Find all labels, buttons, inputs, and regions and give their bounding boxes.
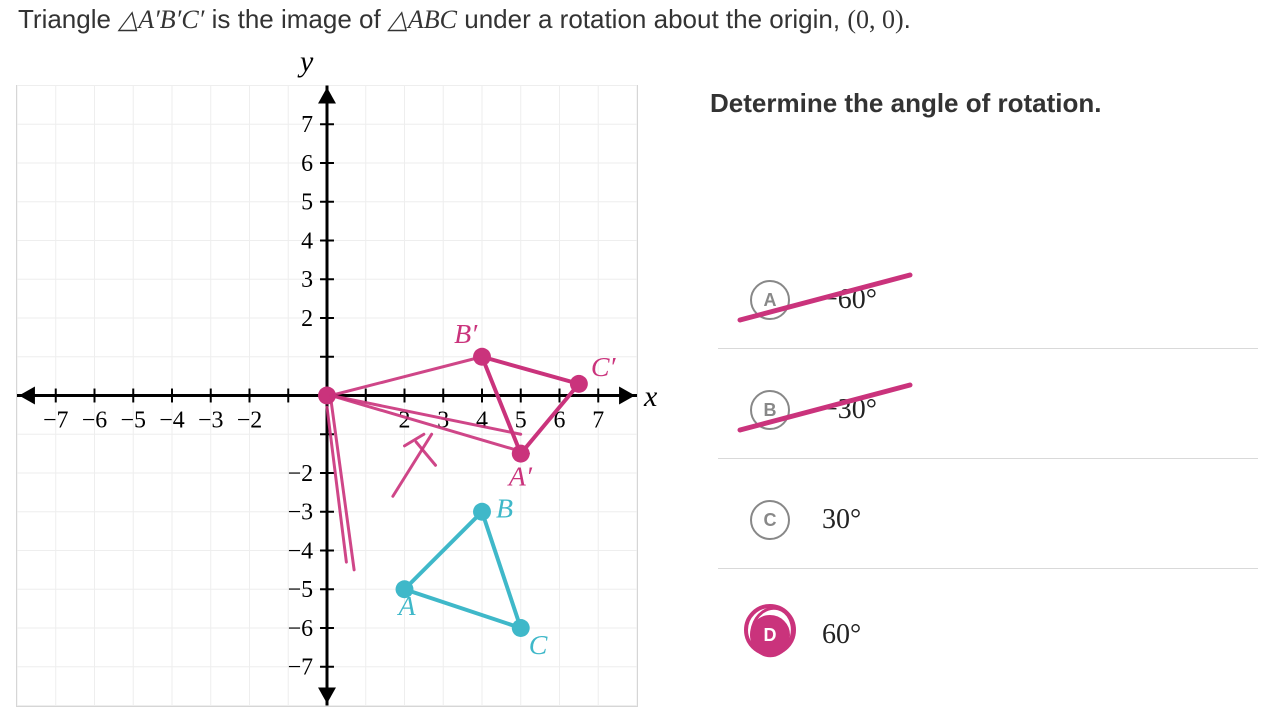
graph-svg-overlay: −7−6−5−4−3−2234567765432−2−3−4−5−6−7ABCA… [17,85,637,706]
option-C[interactable]: C 30° [750,495,861,545]
svg-text:−2: −2 [237,407,262,433]
option-divider [718,458,1258,459]
svg-text:7: 7 [301,112,313,138]
option-bubble-C[interactable]: C [750,500,790,540]
svg-text:C: C [529,630,548,661]
svg-text:−6: −6 [288,616,313,642]
option-bubble-A[interactable]: A [750,280,790,320]
svg-text:4: 4 [476,407,488,433]
svg-text:2: 2 [399,407,411,433]
svg-text:7: 7 [592,407,604,433]
svg-text:5: 5 [301,190,313,216]
svg-text:B: B [496,494,513,525]
coordinate-graph: −7−6−5−4−3−2234567765432−2−3−4−5−6−7ABCA… [16,85,638,707]
svg-text:5: 5 [515,407,527,433]
option-divider [718,348,1258,349]
option-bubble-B[interactable]: B [750,390,790,430]
svg-text:C′: C′ [591,352,617,383]
svg-text:A: A [397,591,417,622]
option-label-A: −60° [822,284,877,316]
svg-text:−6: −6 [82,407,107,433]
svg-text:6: 6 [301,151,313,177]
svg-text:B′: B′ [454,319,478,350]
svg-text:−2: −2 [288,461,313,487]
svg-text:−4: −4 [159,407,184,433]
svg-text:−7: −7 [43,407,68,433]
option-label-C: 30° [822,504,861,536]
prompt-period: . [904,4,911,34]
y-axis-label: y [300,45,313,79]
svg-text:A′: A′ [507,462,533,493]
option-divider [718,568,1258,569]
option-bubble-D[interactable]: D [750,615,790,655]
prompt-prefix: Triangle [18,4,118,34]
svg-text:−5: −5 [288,577,313,603]
svg-text:2: 2 [301,306,313,332]
problem-prompt: Triangle △A′B′C′ is the image of △ABC un… [18,4,911,35]
svg-text:4: 4 [301,228,313,254]
svg-text:−3: −3 [198,407,223,433]
option-A[interactable]: A −60° [750,275,877,325]
option-label-B: −30° [822,394,877,426]
triangle-abc-symbol: △ABC [388,5,457,34]
x-axis-label: x [644,380,657,414]
question-title: Determine the angle of rotation. [710,88,1102,119]
svg-text:6: 6 [554,407,566,433]
triangle-prime-symbol: △A′B′C′ [118,5,204,34]
prompt-suffix: under a rotation about the origin, [457,4,847,34]
svg-text:−4: −4 [288,538,313,564]
option-D[interactable]: D 60° [750,610,861,660]
option-B[interactable]: B −30° [750,385,877,435]
origin-coords: (0, 0) [847,5,903,34]
svg-text:−5: −5 [121,407,146,433]
svg-text:−3: −3 [288,500,313,526]
svg-text:3: 3 [301,267,313,293]
svg-text:−7: −7 [288,655,313,681]
prompt-mid: is the image of [204,4,388,34]
option-label-D: 60° [822,619,861,651]
svg-text:3: 3 [437,407,449,433]
